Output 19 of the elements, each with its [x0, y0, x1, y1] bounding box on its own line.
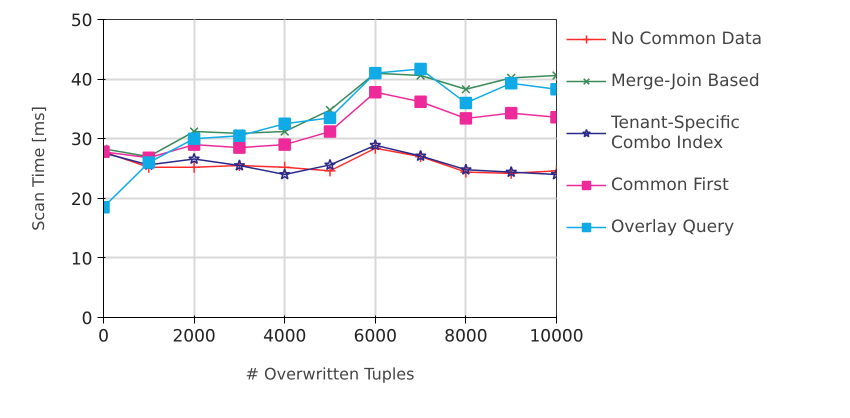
x-tick-label: 2000	[172, 326, 216, 346]
y-tick-label: 20	[70, 190, 93, 210]
y-tick-label: 0	[82, 309, 93, 329]
y-tick-label: 50	[70, 11, 93, 31]
legend-label: No Common Data	[611, 29, 762, 49]
x-tick-label: 8000	[444, 326, 488, 346]
legend-label: Tenant-Specific Combo Index	[611, 113, 740, 153]
x-tick-label: 10000	[529, 326, 584, 346]
legend-label: Overlay Query	[611, 217, 734, 237]
x-tick-label: 6000	[354, 326, 397, 346]
legend-label: Merge-Join Based	[611, 71, 760, 91]
x-axis-title: # Overwritten Tuples	[246, 364, 414, 384]
y-tick-label: 10	[70, 249, 93, 270]
y-tick-label: 40	[70, 70, 93, 91]
legend-label: Common First	[611, 175, 729, 195]
x-tick-label: 0	[98, 326, 109, 346]
y-tick-label: 30	[70, 130, 93, 150]
x-tick-label: 4000	[263, 326, 306, 346]
y-axis-title: Scan Time [ms]	[28, 106, 48, 231]
